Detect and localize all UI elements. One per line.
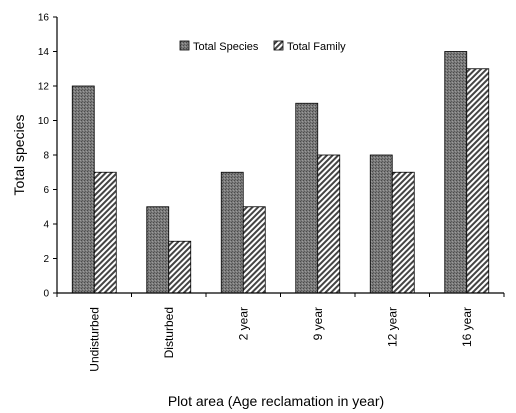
bar-total-species-undisturbed xyxy=(71,85,95,294)
y-tick-label: 14 xyxy=(38,47,50,58)
y-tick-label: 16 xyxy=(38,13,50,24)
bar-total-family-2-year xyxy=(242,206,266,294)
legend-swatch-total-species xyxy=(179,40,190,51)
bar-total-family-16-year xyxy=(466,68,490,294)
x-tick-label: Undisturbed xyxy=(87,307,101,372)
y-tick-label: 8 xyxy=(43,151,49,162)
bar-total-species-12-year xyxy=(369,154,393,294)
legend: Total Species Total Family xyxy=(179,40,346,53)
legend-swatch-total-family xyxy=(273,40,284,51)
x-tick-label: 16 year xyxy=(460,307,474,347)
bars-group xyxy=(71,51,490,294)
bar-total-family-undisturbed xyxy=(93,171,117,294)
legend-label-total-family: Total Family xyxy=(287,41,346,53)
y-tick-label: 12 xyxy=(38,82,50,93)
axes xyxy=(56,17,504,294)
bar-total-family-9-year xyxy=(317,154,341,294)
bar-total-species-disturbed xyxy=(146,206,170,294)
x-tick-label: Disturbed xyxy=(162,307,176,358)
y-tick-label: 6 xyxy=(43,185,49,196)
bar-total-family-12-year xyxy=(391,171,415,294)
x-tick-label: 12 year xyxy=(385,307,399,347)
bar-total-species-2-year xyxy=(220,171,244,294)
x-axis-title: Plot area (Age reclamation in year) xyxy=(168,393,384,409)
y-ticks-group: 0 2 4 6 8 10 12 14 16 xyxy=(38,13,57,300)
y-tick-label: 10 xyxy=(38,116,50,127)
bar-total-species-16-year xyxy=(444,51,468,294)
bar-total-family-disturbed xyxy=(168,240,192,294)
legend-label-total-species: Total Species xyxy=(193,41,259,53)
y-tick-label: 4 xyxy=(43,220,49,231)
y-tick-label: 2 xyxy=(43,254,49,265)
y-tick-label: 0 xyxy=(43,289,49,300)
bar-total-species-9-year xyxy=(295,102,319,294)
x-tick-label: 2 year xyxy=(236,307,250,340)
x-tick-label: 9 year xyxy=(311,307,325,340)
y-axis-title: Total species xyxy=(11,115,27,196)
x-ticks-group: Undisturbed Disturbed 2 year 9 year 12 year 1… xyxy=(56,293,505,372)
